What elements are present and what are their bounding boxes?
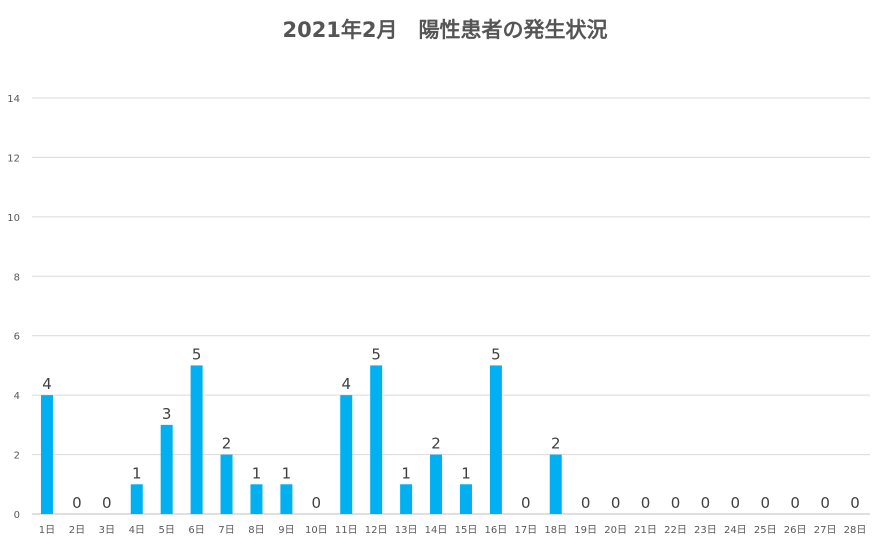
data-label: 0 [850,494,860,512]
bar [459,484,472,514]
data-label: 0 [671,494,681,512]
data-label: 0 [820,494,830,512]
bar [370,365,383,514]
x-tick-label: 4日 [129,525,145,536]
data-label: 4 [341,375,351,393]
bars [40,365,562,514]
data-label: 0 [611,494,621,512]
x-tick-label: 12日 [365,525,388,536]
y-tick-label: 10 [7,213,20,224]
data-label: 0 [731,494,741,512]
y-tick-label: 2 [14,451,20,462]
x-tick-label: 18日 [544,525,567,536]
bar [489,365,502,514]
data-label: 2 [551,435,561,453]
data-label: 0 [701,494,711,512]
data-label: 5 [491,345,501,363]
data-label: 1 [252,464,262,482]
data-labels: 4 0 0 1 3 5 2 1 1 0 4 5 1 2 1 5 0 2 0 0 0 0 0 0 0 0 0 0 [42,345,860,512]
x-tick-label: 6日 [188,525,204,536]
x-tick-label: 23日 [694,525,717,536]
x-tick-label: 14日 [425,525,448,536]
bar [250,484,263,514]
x-tick-label: 27日 [814,525,837,536]
data-label: 1 [461,464,471,482]
x-tick-label: 25日 [754,525,777,536]
x-tick-label: 28日 [844,525,867,536]
x-tick-label: 10日 [305,525,328,536]
data-label: 0 [581,494,591,512]
data-label: 0 [72,494,82,512]
data-label: 2 [431,435,441,453]
gridlines [32,97,870,515]
x-tick-label: 19日 [574,525,597,536]
bar [40,395,53,514]
x-tick-label: 15日 [455,525,478,536]
y-tick-label: 6 [14,332,20,343]
x-tick-label: 3日 [99,525,115,536]
y-tick-label: 14 [7,94,20,105]
x-tick-label: 9日 [278,525,294,536]
bar [280,484,293,514]
data-label: 0 [790,494,800,512]
x-tick-label: 7日 [218,525,234,536]
x-tick-label: 1日 [39,525,55,536]
data-label: 5 [192,345,202,363]
data-label: 4 [42,375,52,393]
x-axis-ticks: 1日 2日 3日 4日 5日 6日 7日 8日 9日 10日 11日 12日 13日 14日 15日 16日 1… [39,525,867,536]
data-label: 1 [132,464,142,482]
data-label: 0 [521,494,531,512]
x-tick-label: 21日 [634,525,657,536]
x-tick-label: 8日 [248,525,264,536]
data-label: 5 [371,345,381,363]
x-tick-label: 26日 [784,525,807,536]
y-tick-label: 4 [14,391,20,402]
y-tick-label: 12 [7,153,20,164]
x-tick-label: 24日 [724,525,747,536]
bar [400,484,413,514]
x-tick-label: 16日 [485,525,508,536]
bar [190,365,203,514]
bar [340,395,353,514]
x-tick-label: 20日 [604,525,627,536]
x-tick-label: 11日 [335,525,358,536]
data-label: 0 [312,494,322,512]
data-label: 1 [282,464,292,482]
x-tick-label: 2日 [69,525,85,536]
x-tick-label: 13日 [395,525,418,536]
data-label: 0 [641,494,651,512]
y-tick-label: 8 [14,272,20,283]
x-tick-label: 5日 [158,525,174,536]
bar [130,484,143,514]
bar [160,424,173,514]
y-tick-label: 0 [14,510,20,521]
bar [549,454,562,514]
data-label: 1 [401,464,411,482]
data-label: 3 [162,405,172,423]
bar [220,454,233,514]
data-label: 2 [222,435,232,453]
data-label: 0 [760,494,770,512]
bar [430,454,443,514]
y-axis-ticks: 0 2 4 6 8 10 12 14 [7,94,20,521]
data-label: 0 [102,494,112,512]
x-tick-label: 17日 [514,525,537,536]
x-tick-label: 22日 [664,525,687,536]
chart-title: 2021年2月 陽性患者の発生状況 [282,18,608,42]
